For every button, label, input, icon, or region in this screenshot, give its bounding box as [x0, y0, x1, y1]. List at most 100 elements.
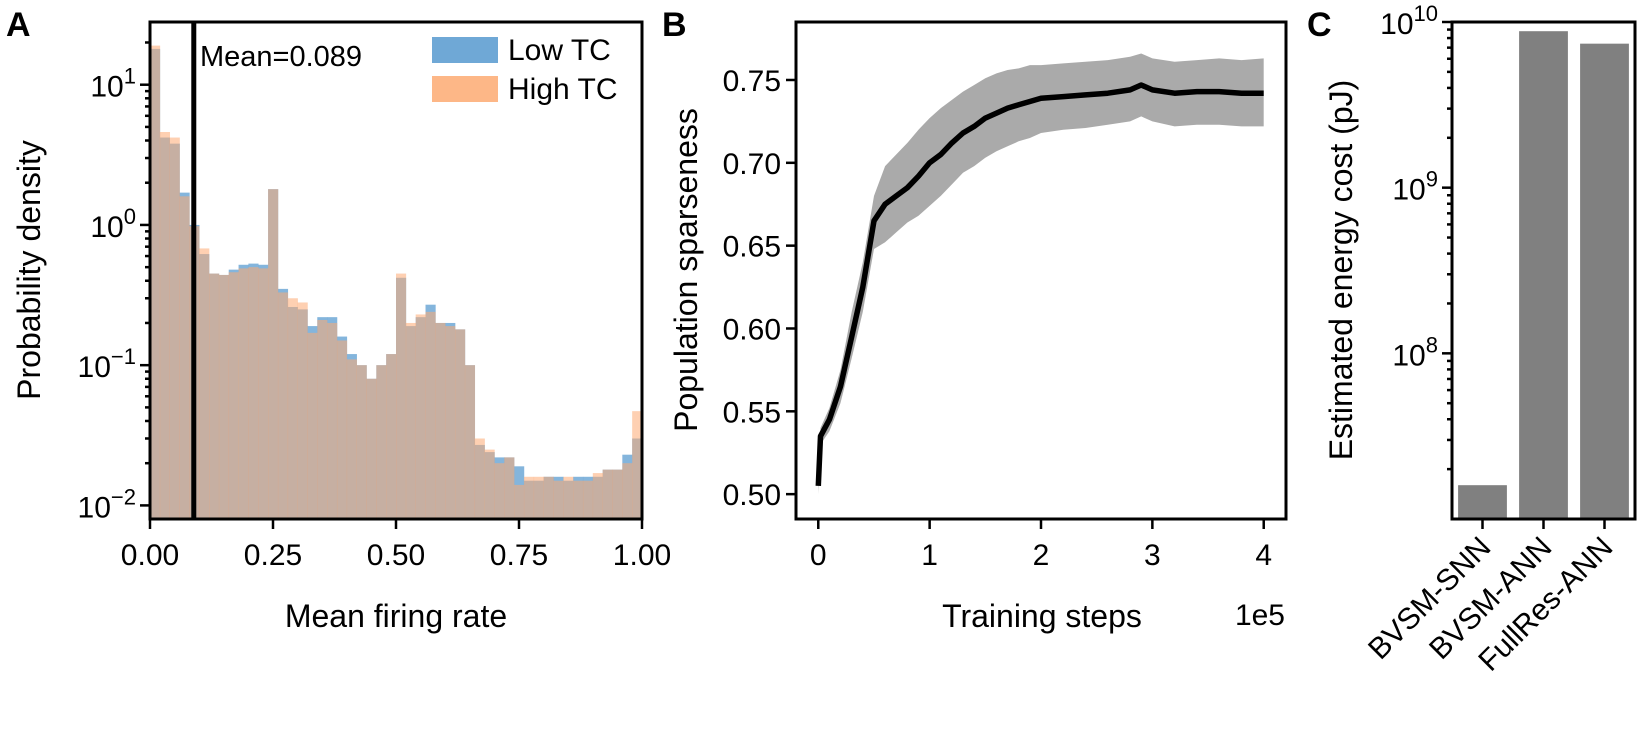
hist-bar	[582, 480, 594, 519]
x-tick-label: 0.75	[490, 539, 548, 572]
bar-fullres-ann	[1580, 43, 1629, 520]
y-ticks: 0.50 0.55 0.60 0.65 0.70 0.75	[723, 65, 796, 512]
hist-bar	[602, 469, 613, 519]
hist-bar	[218, 274, 230, 519]
hist-bar	[228, 272, 239, 519]
y-ticks: 1010 109 108	[1380, 1, 1452, 471]
hist-bar	[563, 476, 574, 519]
x-tick-label: 0.25	[244, 539, 302, 572]
hist-bar	[307, 332, 318, 519]
hist-bar	[455, 329, 466, 519]
hist-bar	[327, 322, 338, 519]
hist-bar	[150, 45, 161, 519]
y-tick-label: 0.60	[723, 313, 781, 346]
hist-bar	[386, 354, 397, 519]
legend-swatch-high-tc	[432, 76, 498, 102]
plot-frame	[1450, 20, 1637, 521]
hist-bar	[248, 267, 259, 519]
y-tick-label: 0.65	[723, 231, 781, 264]
x-tick-label: 3	[1144, 539, 1161, 572]
x-axis-multiplier: 1e5	[1235, 599, 1285, 632]
y-axis-label: Probability density	[11, 140, 47, 400]
hist-bar	[494, 463, 505, 519]
hist-bar	[346, 359, 357, 519]
panel-b-label: B	[662, 6, 687, 44]
panel-c: C 1010 109 108 BVSM-SNNBVSM-ANNFullRes-ANN…	[1307, 1, 1637, 678]
hist-bar	[464, 365, 476, 519]
hist-bar	[238, 268, 249, 519]
hist-bar	[484, 449, 495, 519]
hist-bar	[573, 480, 584, 519]
hist-bar	[396, 273, 407, 519]
hist-bar	[277, 292, 289, 519]
hist-bar	[514, 484, 525, 519]
x-tick-label: 1	[921, 539, 938, 572]
mean-sparseness-line	[815, 82, 1264, 487]
x-tick-label: 1.00	[613, 539, 671, 572]
hist-bar	[268, 189, 279, 520]
energy-bars	[1458, 31, 1629, 520]
hist-bar	[425, 311, 436, 519]
x-tick-label: 4	[1255, 539, 1272, 572]
y-tick-label: 10−2	[78, 484, 136, 524]
hist-bar	[169, 137, 180, 519]
x-tick-label: 0.50	[367, 539, 425, 572]
hist-bar	[592, 473, 603, 519]
hist-bar	[376, 365, 387, 519]
panel-b: B 0 1 2 3 4 0.50 0.55 0.60 0.65 0.70 0.75 Trainin…	[662, 6, 1288, 634]
hist-bar	[415, 314, 426, 519]
plot-frame	[794, 20, 1288, 521]
y-tick-label: 0.55	[723, 396, 781, 429]
bar-bvsm-snn	[1458, 485, 1507, 519]
hist-bar	[474, 438, 485, 519]
hist-bar	[523, 476, 535, 519]
hist-bar	[612, 469, 623, 519]
hist-bar	[209, 273, 220, 519]
y-tick-label: 108	[1392, 332, 1438, 372]
y-tick-label: 1010	[1380, 1, 1438, 41]
hist-bar	[366, 378, 377, 519]
y-tick-label: 100	[90, 204, 136, 244]
bar-bvsm-ann	[1519, 31, 1568, 520]
legend-label-high-tc: High TC	[508, 73, 617, 106]
y-tick-label: 0.50	[723, 479, 781, 512]
hist-bar	[543, 476, 554, 519]
y-tick-label: 109	[1392, 167, 1438, 207]
hist-bar	[533, 476, 544, 519]
hist-bar	[632, 411, 643, 519]
plot-frame	[148, 20, 644, 521]
std-band	[818, 53, 1264, 495]
hist-bar	[159, 131, 170, 520]
panel-c-label: C	[1307, 6, 1332, 44]
hist-bar	[199, 248, 210, 519]
hist-bar	[553, 480, 564, 519]
panel-a-label: A	[6, 6, 31, 44]
hist-bar	[179, 196, 190, 520]
hist-bar	[336, 340, 348, 519]
x-tick-label: 0	[810, 539, 827, 572]
hist-bar	[317, 319, 328, 519]
hist-bar	[405, 322, 416, 519]
x-axis-label: Mean firing rate	[285, 598, 507, 634]
hist-bar	[622, 463, 633, 519]
y-axis-label: Population sparseness	[668, 108, 704, 432]
legend-label-low-tc: Low TC	[508, 34, 611, 67]
panel-a: A Mean=0.089 Low TC High TC 0.00 0.25 0.50…	[6, 6, 671, 634]
hist-bar	[258, 268, 269, 519]
hist-bar	[297, 302, 308, 519]
legend-swatch-low-tc	[432, 37, 498, 63]
hist-bar	[445, 326, 456, 519]
y-tick-label: 0.75	[723, 65, 781, 98]
hist-bar	[435, 322, 446, 519]
x-ticks: 0.00 0.25 0.50 0.75 1.00	[121, 519, 671, 572]
y-axis-label: Estimated energy cost (pJ)	[1323, 80, 1359, 461]
hist-bar	[356, 365, 367, 519]
mean-annotation: Mean=0.089	[200, 41, 362, 73]
x-tick-label: 2	[1033, 539, 1050, 572]
x-axis-label: Training steps	[942, 598, 1142, 634]
y-tick-label: 10−1	[78, 344, 136, 384]
y-tick-label: 101	[90, 64, 136, 104]
hist-high-tc	[150, 45, 643, 520]
